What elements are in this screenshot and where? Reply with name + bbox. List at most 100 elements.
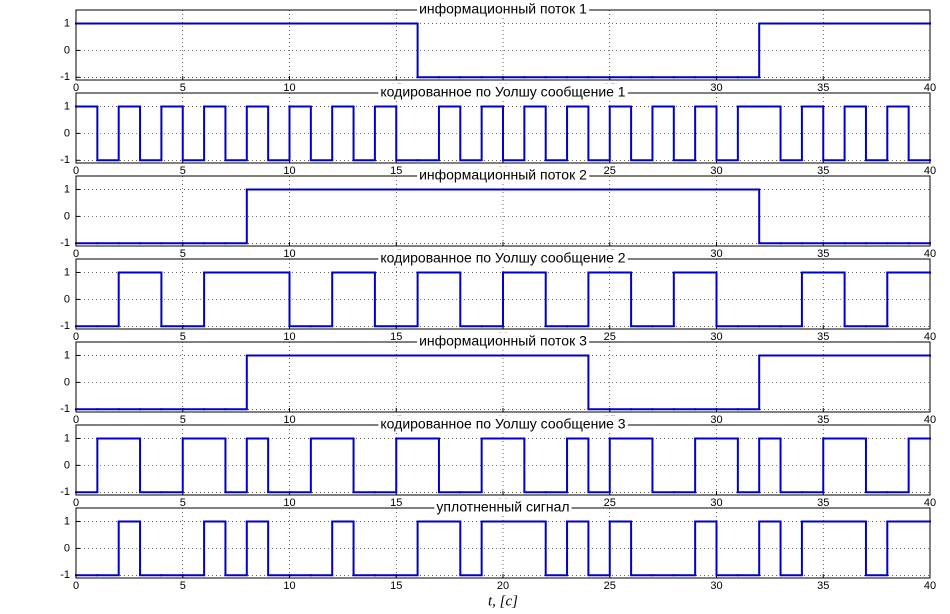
y-tick-label: 1 [64, 100, 70, 112]
x-tick-label: 25 [604, 497, 616, 509]
x-tick-label: 40 [924, 165, 936, 177]
y-tick-label: 0 [64, 376, 70, 388]
x-tick-label: 0 [73, 248, 79, 260]
x-tick-label: 30 [710, 248, 722, 260]
plot-area [76, 176, 930, 246]
x-tick-label: 35 [817, 497, 829, 509]
x-tick-label: 10 [283, 165, 295, 177]
x-tick-label: 0 [73, 497, 79, 509]
title-background [417, 0, 590, 17]
y-tick-label: 1 [64, 349, 70, 361]
x-tick-label: 5 [180, 414, 186, 426]
y-tick-label: -1 [60, 71, 70, 83]
y-tick-label: 1 [64, 432, 70, 444]
x-axis-label: t, [c] [488, 593, 518, 609]
plot-area [76, 342, 930, 412]
x-tick-label: 15 [390, 331, 402, 343]
x-tick-label: 40 [924, 414, 936, 426]
y-tick-label: -1 [60, 403, 70, 415]
x-tick-label: 0 [73, 331, 79, 343]
x-tick-label: 10 [283, 82, 295, 94]
x-tick-label: 5 [180, 165, 186, 177]
x-tick-label: 0 [73, 580, 79, 592]
y-tick-label: 1 [64, 183, 70, 195]
y-tick-label: 1 [64, 515, 70, 527]
x-tick-label: 5 [180, 331, 186, 343]
x-tick-label: 30 [710, 497, 722, 509]
subplot-title: кодированное по Уолшу сообщение 2 [380, 250, 625, 266]
x-tick-label: 35 [817, 331, 829, 343]
x-tick-label: 35 [817, 580, 829, 592]
y-tick-label: -1 [60, 486, 70, 498]
x-tick-label: 5 [180, 497, 186, 509]
x-tick-label: 40 [924, 82, 936, 94]
title-background [434, 498, 572, 515]
y-tick-label: -1 [60, 237, 70, 249]
x-tick-label: 40 [924, 580, 936, 592]
plot-area [76, 508, 930, 578]
x-tick-label: 30 [710, 580, 722, 592]
title-background [378, 415, 628, 432]
y-tick-label: -1 [60, 569, 70, 581]
x-tick-label: 40 [924, 331, 936, 343]
y-tick-label: 0 [64, 44, 70, 56]
subplot-title: информационный поток 3 [419, 333, 587, 349]
y-tick-label: -1 [60, 320, 70, 332]
x-tick-label: 5 [180, 82, 186, 94]
x-tick-label: 10 [283, 248, 295, 260]
subplot-title: информационный поток 2 [419, 167, 587, 183]
plot-area [76, 10, 930, 80]
y-tick-label: 0 [64, 293, 70, 305]
subplot-title: кодированное по Уолшу сообщение 1 [380, 84, 625, 100]
y-tick-label: -1 [60, 154, 70, 166]
x-tick-label: 30 [710, 331, 722, 343]
plot-area [76, 425, 930, 495]
x-tick-label: 35 [817, 414, 829, 426]
x-tick-label: 20 [497, 580, 509, 592]
x-tick-label: 25 [604, 331, 616, 343]
title-background [378, 83, 628, 100]
x-tick-label: 5 [180, 580, 186, 592]
x-tick-label: 15 [390, 497, 402, 509]
x-tick-label: 30 [710, 414, 722, 426]
subplot-title: информационный поток 1 [419, 1, 587, 17]
x-tick-label: 25 [604, 580, 616, 592]
x-tick-label: 10 [283, 414, 295, 426]
x-tick-label: 5 [180, 248, 186, 260]
x-tick-label: 30 [710, 82, 722, 94]
x-tick-label: 35 [817, 248, 829, 260]
y-tick-label: 1 [64, 266, 70, 278]
x-tick-label: 15 [390, 580, 402, 592]
x-tick-label: 35 [817, 165, 829, 177]
title-background [378, 249, 628, 266]
x-tick-label: 10 [283, 331, 295, 343]
y-tick-label: 1 [64, 17, 70, 29]
x-tick-label: 0 [73, 414, 79, 426]
y-tick-label: 0 [64, 127, 70, 139]
x-tick-label: 35 [817, 82, 829, 94]
x-tick-label: 40 [924, 497, 936, 509]
x-tick-label: 10 [283, 580, 295, 592]
x-tick-label: 30 [710, 165, 722, 177]
title-background [417, 332, 590, 349]
subplot-title: уплотненный сигнал [436, 499, 569, 515]
title-background [417, 166, 590, 183]
x-tick-label: 0 [73, 165, 79, 177]
x-tick-label: 0 [73, 82, 79, 94]
y-tick-label: 0 [64, 459, 70, 471]
subplot-title: кодированное по Уолшу сообщение 3 [380, 416, 625, 432]
x-tick-label: 10 [283, 497, 295, 509]
x-tick-label: 15 [390, 165, 402, 177]
x-tick-label: 40 [924, 248, 936, 260]
x-tick-label: 25 [604, 165, 616, 177]
y-tick-label: 0 [64, 210, 70, 222]
y-tick-label: 0 [64, 542, 70, 554]
